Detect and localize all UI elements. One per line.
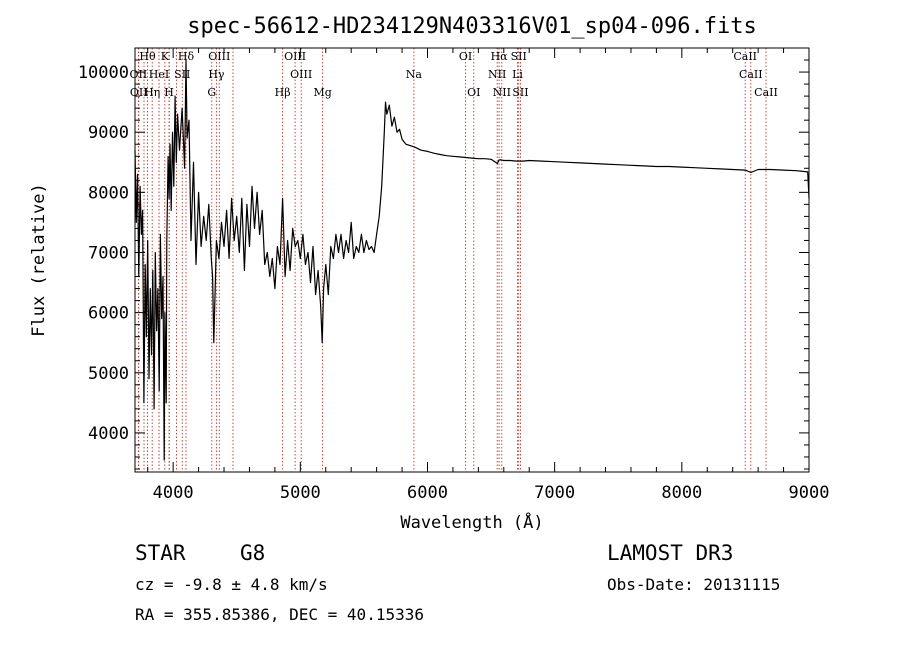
survey-name: LAMOST DR3 xyxy=(607,541,733,565)
spectral-line-label: HeI xyxy=(149,68,169,81)
spectral-line-label: SII xyxy=(511,50,527,63)
spectral-line-label: Hα xyxy=(491,50,509,63)
x-axis-label: Wavelength (Å) xyxy=(400,511,543,533)
spectral-line-label: Na xyxy=(406,68,423,81)
y-tick-label: 9000 xyxy=(88,123,129,143)
spectral-line-label: NII xyxy=(488,68,506,81)
spectral-line-label: Hβ xyxy=(275,86,291,99)
y-axis-label: Flux (relative) xyxy=(29,183,49,337)
spectral-line-label: Hθ xyxy=(139,50,156,63)
spectral-line-label: SII xyxy=(512,86,528,99)
x-tick-label: 5000 xyxy=(280,483,321,503)
x-tick-label: 9000 xyxy=(789,483,830,503)
spectral-line-label: OII xyxy=(130,68,148,81)
spectral-line-label: OII xyxy=(130,86,148,99)
spectral-line-markers xyxy=(137,48,767,472)
spectral-line-label: Li xyxy=(512,68,523,81)
x-tick-label: 4000 xyxy=(153,483,194,503)
plot-frame xyxy=(134,47,810,473)
spectral-line-label: H xyxy=(164,86,174,99)
y-tick-label: 6000 xyxy=(88,304,129,324)
spectral-line-label: OIII xyxy=(208,50,230,63)
redshift-cz: cz = -9.8 ± 4.8 km/s xyxy=(135,575,328,594)
spectral-line-label: CaII xyxy=(754,86,778,99)
spectral-line-label: OI xyxy=(467,86,480,99)
spectrum-series-line xyxy=(134,59,810,461)
x-tick-label: 7000 xyxy=(534,483,575,503)
spectral-line-label: OI xyxy=(459,50,472,63)
object-class: STAR xyxy=(135,541,186,565)
object-subclass: G8 xyxy=(240,541,265,565)
spectral-line-label: G xyxy=(207,86,216,99)
spectral-line-label: OIII xyxy=(290,68,312,81)
y-tick-label: 10000 xyxy=(78,63,129,83)
spectral-line-label: Hγ xyxy=(208,68,225,81)
x-tick-label: 6000 xyxy=(407,483,448,503)
spectral-line-label: Hδ xyxy=(178,50,195,63)
y-tick-label: 8000 xyxy=(88,183,129,203)
spectral-line-label: OIII xyxy=(284,50,306,63)
spectral-line-label: SII xyxy=(174,68,190,81)
y-tick-label: 7000 xyxy=(88,243,129,263)
spectral-line-label: NII xyxy=(493,86,511,99)
spectral-line-label: K xyxy=(161,50,170,63)
spectral-line-label: Hη xyxy=(144,86,160,99)
spectral-line-label: CaII xyxy=(733,50,757,63)
axis-ticks: 4000 5000 6000 7000 8000 9000 4000 5000 6000 7000… xyxy=(78,48,830,503)
chart-title: spec-56612-HD234129N403316V01_sp04-096.f… xyxy=(187,14,757,39)
y-tick-label: 5000 xyxy=(88,364,129,384)
spectral-line-label: CaII xyxy=(739,68,763,81)
observation-date: Obs-Date: 20131115 xyxy=(607,575,780,594)
y-tick-label: 4000 xyxy=(88,424,129,444)
spectral-line-label: Mg xyxy=(313,86,331,99)
x-tick-label: 8000 xyxy=(661,483,702,503)
coordinates: RA = 355.85386, DEC = 40.15336 xyxy=(135,605,424,624)
